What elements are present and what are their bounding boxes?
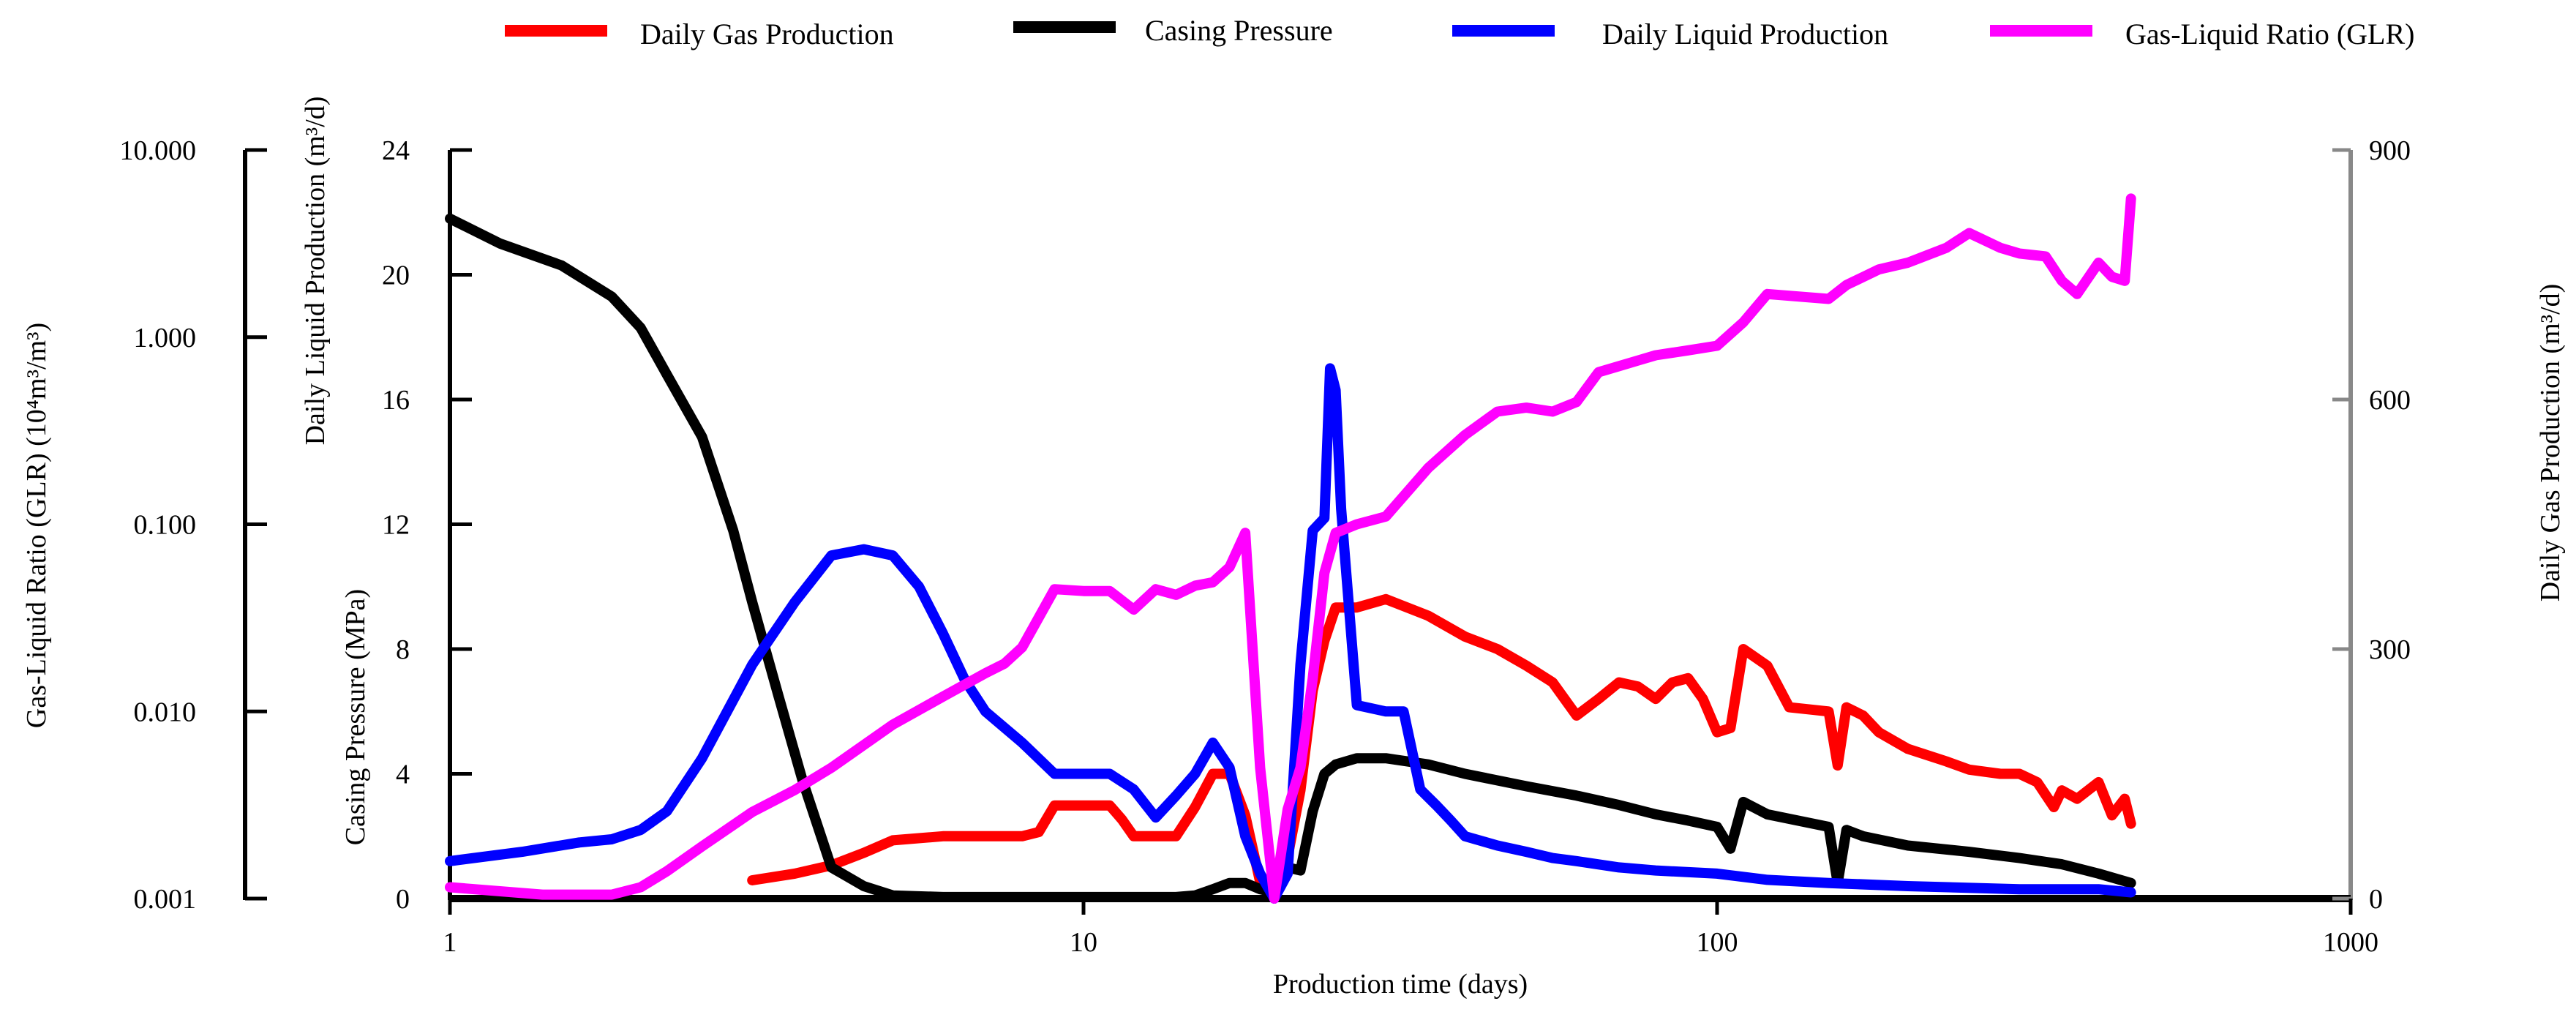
x-tick-label: 1000 bbox=[2323, 927, 2378, 958]
glr-tick-label: 0.001 bbox=[134, 884, 197, 915]
liquid-production-line bbox=[445, 363, 2136, 904]
casing-tick-label: 4 bbox=[396, 760, 410, 790]
glr-tick-label: 0.010 bbox=[134, 697, 197, 727]
casing-tick-label: 20 bbox=[382, 261, 410, 291]
x-axis-ticks: 1 10 100 1000 bbox=[443, 899, 2378, 958]
legend-label-glr: Gas-Liquid Ratio (GLR) bbox=[2125, 18, 2415, 50]
casing-tick-label: 24 bbox=[382, 135, 410, 166]
gas-production-line bbox=[747, 593, 2136, 896]
glr-line bbox=[445, 193, 2136, 904]
x-axis-title: Production time (days) bbox=[1273, 969, 1528, 1000]
glr-tick-label: 10.000 bbox=[120, 135, 197, 166]
x-tick-label: 100 bbox=[1697, 927, 1738, 958]
legend-label-gas: Daily Gas Production bbox=[640, 18, 894, 50]
casing-axis-ticks: 0 4 8 12 16 20 24 bbox=[382, 135, 472, 915]
casing-axis-title: Casing Pressure (MPa) bbox=[340, 589, 371, 845]
gas-tick-label: 600 bbox=[2369, 385, 2411, 416]
casing-tick-label: 16 bbox=[382, 385, 410, 416]
casing-tick-label: 0 bbox=[396, 884, 410, 915]
gas-tick-label: 0 bbox=[2369, 884, 2383, 915]
glr-tick-label: 0.100 bbox=[134, 510, 197, 541]
liquid-axis-title: Daily Liquid Production (m³/d) bbox=[300, 97, 331, 446]
gas-tick-label: 300 bbox=[2369, 634, 2411, 665]
legend-label-casing: Casing Pressure bbox=[1145, 14, 1333, 47]
legend: Daily Gas Production Casing Pressure Dai… bbox=[505, 14, 2415, 50]
glr-tick-label: 1.000 bbox=[134, 323, 197, 353]
gas-axis-title: Daily Gas Production (m³/d) bbox=[2535, 284, 2566, 602]
series-layer bbox=[445, 193, 2136, 904]
x-tick-label: 1 bbox=[443, 927, 457, 958]
x-tick-label: 10 bbox=[1070, 927, 1097, 958]
glr-axis-ticks: 0.001 0.010 0.100 1.000 10.000 bbox=[120, 135, 267, 915]
legend-label-liquid: Daily Liquid Production bbox=[1602, 18, 1888, 50]
casing-tick-label: 8 bbox=[396, 634, 410, 665]
glr-axis-title: Gas-Liquid Ratio (GLR) (10⁴m³/m³) bbox=[21, 323, 52, 728]
gas-axis-ticks: 0 300 600 900 bbox=[2332, 135, 2411, 915]
gas-tick-label: 900 bbox=[2369, 135, 2411, 166]
casing-pressure-line bbox=[445, 213, 2136, 902]
casing-tick-label: 12 bbox=[382, 510, 410, 541]
